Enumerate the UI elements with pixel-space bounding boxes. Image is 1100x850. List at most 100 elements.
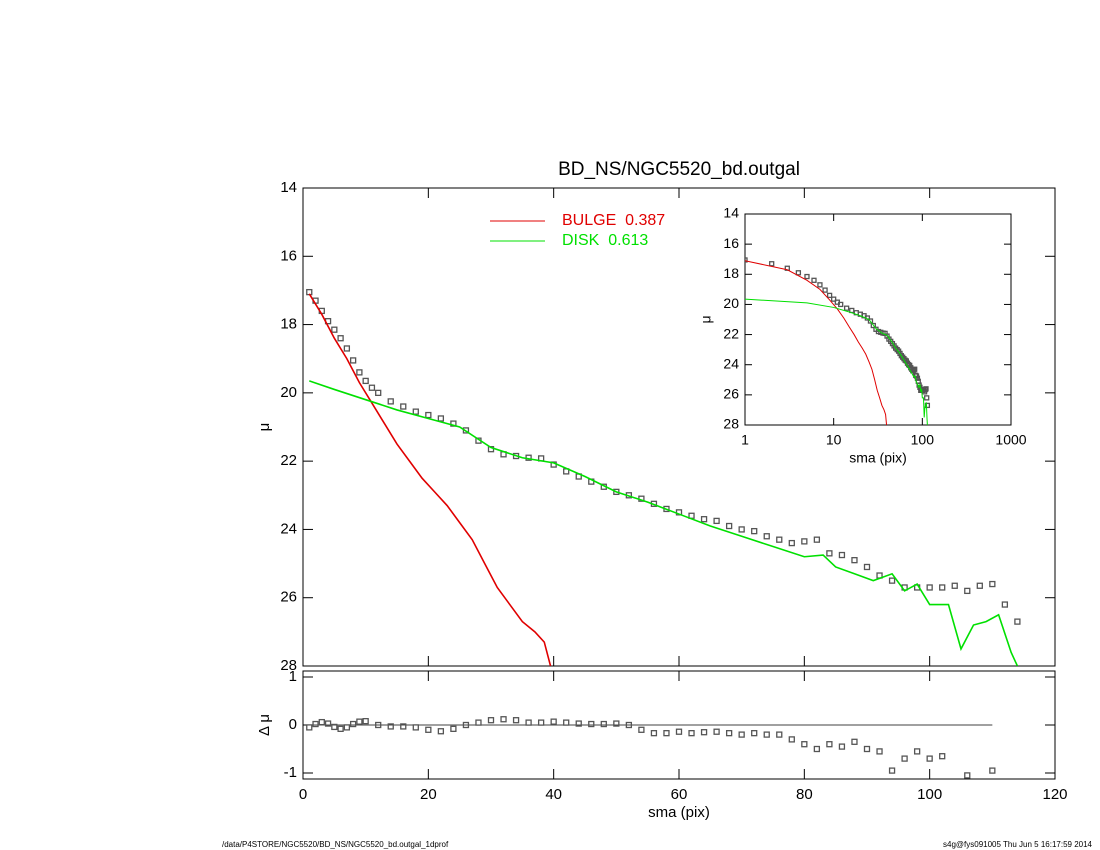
data-point bbox=[400, 403, 407, 410]
data-point bbox=[888, 577, 896, 584]
model-line bbox=[308, 293, 552, 666]
data-point bbox=[412, 408, 419, 415]
y-tick-label: 16 bbox=[280, 247, 297, 264]
model-line bbox=[745, 260, 888, 425]
y-tick-label: -1 bbox=[284, 764, 297, 781]
data-point bbox=[343, 724, 351, 731]
data-point bbox=[412, 724, 419, 731]
data-point bbox=[822, 287, 828, 293]
data-point bbox=[725, 730, 733, 737]
data-point bbox=[425, 411, 432, 419]
data-point bbox=[331, 723, 338, 731]
data-point bbox=[769, 261, 775, 267]
data-point bbox=[525, 719, 532, 726]
data-point bbox=[356, 718, 363, 725]
data-point bbox=[922, 386, 928, 393]
plot-area bbox=[306, 288, 1021, 666]
data-point bbox=[337, 335, 344, 342]
data-point bbox=[437, 415, 445, 422]
y-tick-label: 24 bbox=[280, 520, 297, 537]
y-axis-label: μ bbox=[256, 423, 273, 432]
y-tick-label: 18 bbox=[723, 265, 739, 281]
data-point bbox=[751, 527, 758, 535]
data-point bbox=[888, 767, 896, 774]
x-tick-label: 60 bbox=[671, 786, 688, 803]
data-point bbox=[688, 730, 695, 737]
x-tick-label: 20 bbox=[420, 786, 437, 803]
x-tick-label: 120 bbox=[1042, 786, 1067, 803]
data-point bbox=[776, 536, 783, 543]
data-point bbox=[600, 720, 607, 728]
y-tick-label: 22 bbox=[280, 452, 297, 469]
data-point bbox=[1001, 601, 1009, 608]
x-axis-label: sma (pix) bbox=[648, 804, 710, 821]
data-point bbox=[324, 720, 332, 727]
plot-area bbox=[745, 257, 931, 425]
legend-label: DISK 0.613 bbox=[562, 232, 648, 249]
y-tick-label: 26 bbox=[280, 589, 297, 606]
y-tick-label: 22 bbox=[723, 325, 739, 341]
data-point bbox=[851, 738, 858, 745]
data-point bbox=[675, 728, 683, 735]
chart-title: BD_NS/NGC5520_bd.outgal bbox=[558, 159, 800, 180]
data-point bbox=[751, 730, 758, 737]
data-point bbox=[745, 257, 748, 263]
data-point bbox=[362, 718, 369, 725]
data-point bbox=[713, 728, 720, 735]
data-point bbox=[362, 377, 369, 385]
data-point bbox=[863, 745, 871, 753]
data-point bbox=[964, 587, 971, 595]
data-point bbox=[349, 357, 357, 364]
y-tick-label: 16 bbox=[723, 235, 739, 251]
data-point bbox=[801, 741, 808, 748]
data-point bbox=[337, 725, 344, 732]
data-point bbox=[306, 724, 313, 731]
data-point bbox=[813, 536, 821, 543]
data-point bbox=[738, 526, 745, 533]
x-tick-label: 0 bbox=[299, 786, 307, 803]
data-point bbox=[625, 721, 633, 729]
data-point bbox=[437, 728, 445, 735]
data-point bbox=[867, 318, 874, 324]
x-tick-label: 1 bbox=[741, 432, 749, 448]
data-point bbox=[989, 767, 996, 774]
data-point bbox=[911, 367, 917, 373]
y-tick-label: 14 bbox=[280, 179, 297, 196]
data-point bbox=[343, 345, 351, 352]
data-point bbox=[939, 753, 946, 760]
data-point bbox=[713, 517, 720, 525]
y-tick-label: 14 bbox=[723, 205, 739, 221]
y-tick-label: 28 bbox=[280, 657, 297, 674]
data-point bbox=[876, 748, 883, 755]
data-point bbox=[318, 718, 325, 726]
data-point bbox=[923, 386, 929, 392]
data-point bbox=[475, 719, 482, 726]
plot-frame bbox=[744, 213, 1012, 426]
data-point bbox=[801, 538, 808, 545]
data-point bbox=[863, 563, 871, 571]
data-point bbox=[939, 584, 946, 591]
plot-area bbox=[303, 716, 996, 779]
data-point bbox=[331, 326, 338, 333]
x-tick-label: 1000 bbox=[995, 432, 1026, 448]
data-point bbox=[951, 582, 958, 589]
x-tick-label: 100 bbox=[911, 432, 935, 448]
y-tick-label: 1 bbox=[289, 668, 297, 685]
x-tick-label: 80 bbox=[796, 786, 813, 803]
data-point bbox=[976, 582, 983, 589]
data-point bbox=[563, 719, 570, 726]
data-point bbox=[870, 322, 876, 329]
model-line bbox=[309, 380, 1019, 666]
data-point bbox=[387, 398, 394, 405]
data-point bbox=[400, 723, 407, 730]
x-tick-label: 10 bbox=[826, 432, 842, 448]
data-point bbox=[312, 720, 319, 728]
legend-label: BULGE 0.387 bbox=[562, 212, 665, 229]
data-point bbox=[375, 721, 382, 729]
data-point bbox=[763, 731, 770, 738]
y-tick-label: 18 bbox=[280, 316, 297, 333]
data-point bbox=[924, 395, 930, 401]
inset-background bbox=[745, 214, 1011, 425]
data-point bbox=[811, 277, 817, 283]
